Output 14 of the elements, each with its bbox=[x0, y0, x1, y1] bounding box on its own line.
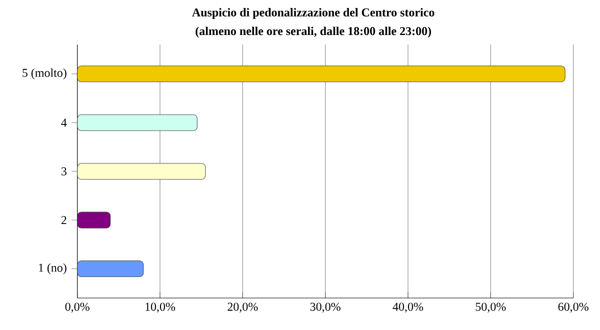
x-tick-label: 20,0% bbox=[228, 302, 258, 313]
y-tick-label: 4 bbox=[61, 118, 67, 127]
x-tick-label: 60,0% bbox=[558, 302, 588, 313]
x-tick-label: 10,0% bbox=[146, 302, 176, 313]
chart-title: Auspicio di pedonalizzazione del Centro storico bbox=[192, 8, 434, 19]
x-tick-label: 40,0% bbox=[392, 302, 424, 313]
chart-subtitle: (almeno nelle ore serali, dalle 18:00 alle 23:00) bbox=[196, 26, 432, 38]
y-tick-label: 2 bbox=[61, 216, 66, 224]
x-tick-label: 50,0% bbox=[476, 302, 506, 313]
y-tick-label: 3 bbox=[62, 167, 66, 176]
x-tick-label: 30,0% bbox=[310, 302, 340, 313]
y-tick-label: 5 (molto) bbox=[22, 68, 66, 80]
x-tick-label: 0,0% bbox=[65, 302, 90, 313]
y-tick-label: 1 (no) bbox=[38, 263, 66, 274]
